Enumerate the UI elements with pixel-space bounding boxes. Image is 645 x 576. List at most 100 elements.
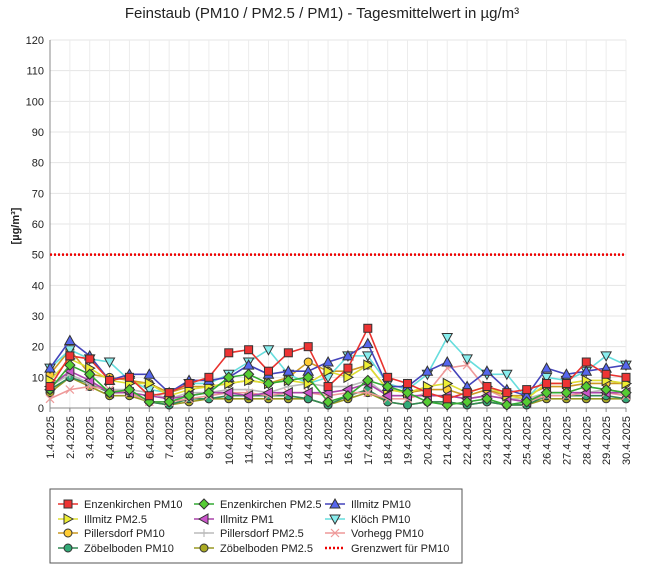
x-tick-label: 10.4.2025 — [224, 416, 236, 465]
legend-marker — [198, 498, 210, 510]
x-tick-label: 21.4.2025 — [442, 416, 454, 465]
data-point — [500, 369, 513, 381]
data-point — [343, 363, 353, 373]
data-point — [184, 378, 194, 388]
x-tick-label: 19.4.2025 — [403, 416, 415, 465]
legend-item: Zöbelboden PM10 — [58, 543, 174, 555]
data-point — [442, 394, 452, 404]
y-tick-label: 110 — [26, 66, 44, 78]
x-tick-label: 5.4.2025 — [124, 416, 136, 459]
data-point — [283, 348, 293, 358]
legend-label: Illmitz PM10 — [351, 499, 411, 511]
legend-marker — [199, 543, 209, 553]
data-point — [561, 378, 571, 388]
data-point — [223, 371, 235, 384]
legend-label: Zöbelboden PM2.5 — [220, 543, 313, 555]
legend-marker — [330, 528, 340, 538]
x-tick-label: 17.4.2025 — [363, 416, 375, 465]
data-point — [403, 400, 413, 410]
data-point — [262, 345, 275, 356]
legend-label: Grenzwert für PM10 — [351, 543, 449, 555]
data-point — [560, 386, 573, 399]
legend-marker — [197, 513, 209, 525]
legend-item: Illmitz PM2.5 — [58, 513, 147, 526]
series-enzenkirchen-pm10 — [45, 323, 631, 404]
data-point — [502, 388, 512, 398]
data-point — [103, 357, 116, 369]
data-point — [361, 351, 374, 362]
legend-label: Zöbelboden PM10 — [84, 543, 174, 555]
data-point — [103, 386, 116, 399]
data-point — [262, 377, 275, 390]
data-point — [262, 386, 273, 399]
legend-marker — [63, 528, 73, 538]
data-point — [441, 355, 454, 367]
x-tick-label: 8.4.2025 — [184, 416, 196, 459]
data-point — [323, 382, 333, 392]
data-point — [462, 360, 472, 370]
data-point — [65, 385, 75, 395]
legend-item: Grenzwert für PM10 — [325, 543, 449, 555]
data-point — [383, 372, 393, 382]
legend-label: Illmitz PM2.5 — [84, 514, 147, 526]
x-tick-label: 28.4.2025 — [581, 416, 593, 465]
legend-item: Pillersdorf PM2.5 — [194, 528, 304, 540]
legend-label: Illmitz PM1 — [220, 514, 274, 526]
y-axis-label: [µg/m³] — [10, 207, 22, 244]
data-point — [64, 345, 76, 356]
data-point — [461, 396, 473, 408]
data-point — [303, 342, 313, 352]
data-point — [403, 378, 413, 388]
data-point — [363, 323, 373, 333]
data-point — [144, 377, 156, 390]
legend-label: Enzenkirchen PM10 — [84, 499, 182, 511]
data-point — [422, 388, 432, 398]
grid-layer — [49, 39, 627, 409]
legend-item: Enzenkirchen PM10 — [58, 499, 182, 511]
y-tick-label: 60 — [32, 219, 44, 231]
legend-marker — [63, 543, 73, 553]
data-point — [144, 391, 154, 401]
data-point — [581, 357, 591, 367]
data-point — [381, 380, 394, 393]
data-point — [282, 386, 293, 399]
data-point — [481, 393, 493, 405]
data-point — [44, 362, 56, 373]
data-point — [522, 385, 532, 395]
data-point — [282, 374, 295, 387]
y-tick-label: 50 — [32, 250, 44, 262]
x-tick-label: 24.4.2025 — [502, 416, 514, 465]
data-point — [64, 359, 76, 371]
data-point — [224, 348, 234, 358]
data-point — [363, 388, 373, 398]
x-tick-label: 14.4.2025 — [303, 416, 315, 465]
legend-item: Illmitz PM10 — [325, 497, 411, 511]
data-point — [323, 365, 335, 378]
x-tick-label: 22.4.2025 — [462, 416, 474, 465]
y-tick-label: 120 — [26, 35, 44, 47]
legend-marker — [63, 513, 75, 525]
legend: Enzenkirchen PM10 Enzenkirchen PM2.5 Illmi… — [49, 488, 463, 564]
data-point — [401, 386, 414, 399]
x-tick-label: 30.4.2025 — [621, 416, 633, 465]
legend-box — [49, 488, 463, 564]
data-point — [461, 354, 473, 365]
data-point — [600, 351, 612, 362]
x-tick-label: 27.4.2025 — [561, 416, 573, 465]
x-tick-label: 25.4.2025 — [522, 416, 534, 465]
data-point — [621, 372, 631, 382]
data-point — [540, 372, 553, 384]
legend-label: Pillersdorf PM2.5 — [220, 528, 304, 540]
data-point — [362, 374, 374, 387]
x-tick-label: 12.4.2025 — [263, 416, 275, 465]
data-point — [45, 382, 55, 392]
data-point — [183, 390, 195, 402]
data-point — [501, 399, 513, 411]
x-tick-label: 11.4.2025 — [244, 416, 256, 464]
data-point — [580, 380, 592, 393]
x-tick-label: 2.4.2025 — [65, 416, 77, 459]
data-point — [163, 396, 175, 408]
x-tick-label: 6.4.2025 — [144, 416, 156, 459]
data-point — [244, 345, 254, 355]
